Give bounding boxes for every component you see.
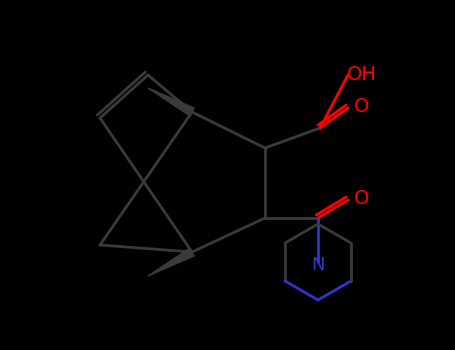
Text: O: O: [354, 189, 369, 209]
Text: OH: OH: [347, 65, 377, 84]
Polygon shape: [148, 88, 194, 116]
Text: O: O: [354, 98, 369, 117]
Text: N: N: [311, 256, 325, 274]
Polygon shape: [148, 248, 194, 276]
